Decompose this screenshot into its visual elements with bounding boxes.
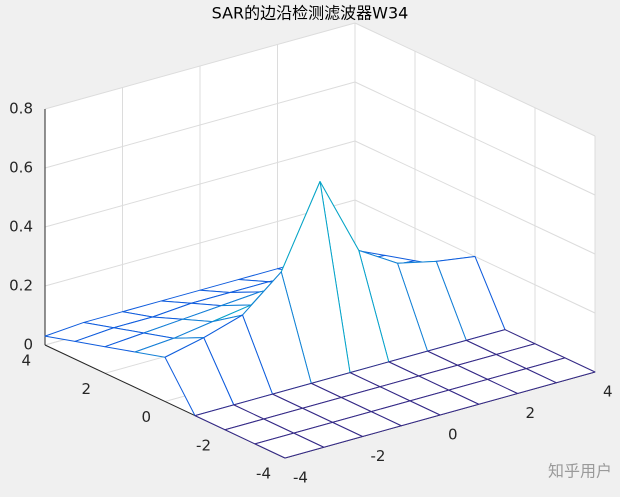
x-tick-label: 0 — [448, 426, 458, 444]
chart-title: SAR的边沿检测滤波器W34 — [212, 4, 409, 23]
z-tick-label: 0.4 — [9, 218, 33, 236]
z-tick-label: 0.8 — [9, 100, 33, 118]
z-tick-label: 0.2 — [9, 277, 33, 295]
x-tick-label: 4 — [603, 383, 613, 401]
y-tick-label: 2 — [81, 380, 91, 398]
y-tick-label: 4 — [21, 352, 31, 370]
x-tick-label: -4 — [293, 469, 308, 487]
z-tick-label: 0.6 — [9, 159, 33, 177]
watermark: 知乎用户 — [548, 462, 612, 481]
x-tick-label: -2 — [371, 447, 386, 465]
y-tick-label: -4 — [256, 465, 271, 483]
x-tick-label: 2 — [526, 404, 536, 422]
mesh-cell — [254, 432, 325, 459]
y-tick-label: 0 — [141, 408, 151, 426]
y-tick-label: -2 — [196, 436, 211, 454]
z-tick-label: 0 — [23, 336, 33, 354]
